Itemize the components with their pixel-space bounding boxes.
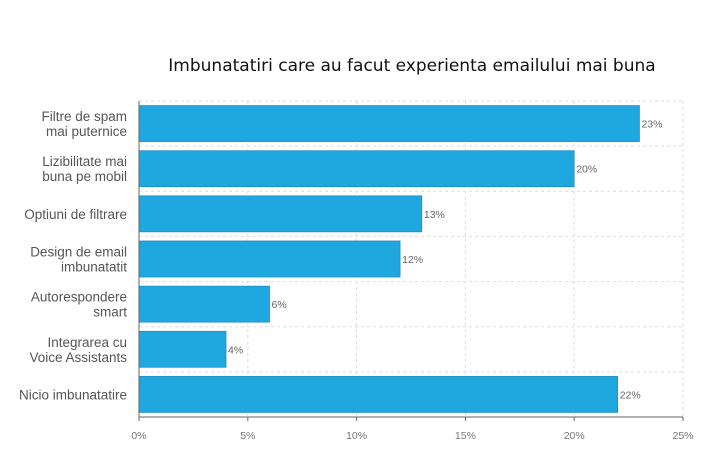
data-label: 20% [576, 164, 597, 176]
category-label: imbunatatit [61, 260, 127, 275]
x-tick-label: 15% [455, 430, 476, 442]
bar [138, 105, 640, 142]
category-label: Filtre de spam [41, 109, 127, 124]
category-label: Nicio imbunatatire [19, 387, 127, 402]
category-label: Design de email [30, 245, 127, 260]
x-tick-label: 25% [672, 430, 693, 442]
category-label: Integrarea cu [47, 335, 127, 350]
x-tick-label: 5% [240, 430, 255, 442]
data-label: 4% [228, 344, 243, 356]
data-label: 6% [272, 299, 287, 311]
data-label: 22% [620, 389, 641, 401]
axes [138, 101, 684, 421]
x-tick-label: 10% [346, 430, 367, 442]
category-label: buna pe mobil [42, 169, 127, 184]
grid [139, 100, 684, 418]
data-label: 23% [641, 119, 662, 131]
chart-title: Imbunatatiri care au facut experienta em… [168, 56, 655, 76]
data-label: 12% [402, 254, 423, 266]
category-label: mai puternice [46, 124, 127, 139]
category-label: Voice Assistants [29, 350, 127, 365]
bar [138, 150, 575, 188]
data-label: 13% [424, 209, 445, 221]
category-label: Optiuni de filtrare [24, 207, 127, 222]
bars [138, 105, 640, 413]
x-tick-label: 20% [564, 430, 585, 442]
category-label: Lizibilitate mai [42, 154, 127, 169]
bar [138, 195, 423, 233]
x-tick-label: 0% [131, 430, 146, 442]
bar [138, 376, 619, 413]
bar [138, 285, 270, 323]
category-label: Autorespondere [31, 290, 127, 305]
bar [138, 240, 401, 278]
category-label: smart [93, 305, 127, 320]
bar [138, 330, 227, 368]
